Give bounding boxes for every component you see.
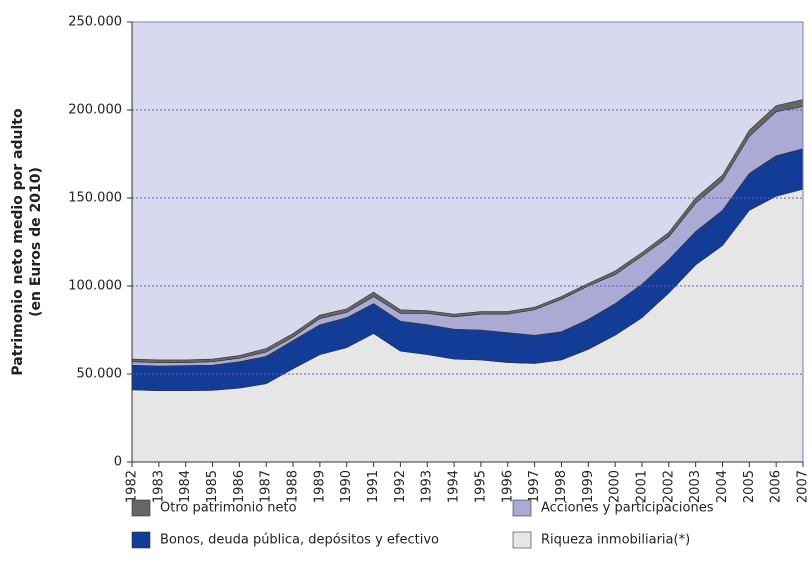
y-tick-label: 50.000 (77, 367, 123, 382)
y-axis-label: (en Euros de 2010) (28, 167, 44, 317)
legend-swatch (131, 499, 151, 517)
x-tick-label: 2001 (634, 470, 649, 503)
x-tick-label: 2002 (661, 470, 676, 503)
y-tick-label: 200.000 (68, 103, 122, 118)
x-tick-label: 1987 (259, 470, 274, 503)
x-tick-label: 1991 (366, 470, 381, 503)
x-tick-label: 1997 (527, 470, 542, 503)
x-tick-label: 1995 (473, 470, 488, 503)
x-tick-label: 1993 (420, 470, 435, 503)
x-tick-label: 1984 (178, 470, 193, 503)
x-tick-label: 2006 (769, 470, 784, 503)
x-tick-label: 1990 (339, 470, 354, 503)
x-tick-label: 1989 (312, 470, 327, 503)
x-tick-label: 1985 (205, 470, 220, 503)
y-tick-label: 100.000 (68, 279, 122, 294)
legend-label: Acciones y participaciones (541, 501, 714, 516)
legend-label: Otro patrimonio neto (160, 501, 297, 516)
x-tick-label: 1998 (554, 470, 569, 503)
x-tick-label: 2003 (688, 470, 703, 503)
y-tick-label: 250.000 (68, 15, 122, 30)
x-tick-label: 1999 (581, 470, 596, 503)
y-tick-label: 0 (114, 455, 122, 470)
x-tick-label: 1983 (151, 470, 166, 503)
legend-swatch (512, 499, 532, 517)
x-tick-label: 1996 (500, 470, 515, 503)
x-tick-label: 2007 (796, 470, 811, 503)
legend-swatch (512, 531, 532, 549)
x-tick-label: 1986 (232, 470, 247, 503)
legend-label: Riqueza inmobiliaria(*) (541, 533, 690, 548)
x-tick-label: 1994 (447, 470, 462, 503)
x-tick-label: 1988 (286, 470, 301, 503)
y-axis-label: Patrimonio neto medio por adulto (10, 108, 26, 376)
y-tick-label: 150.000 (68, 191, 122, 206)
legend-swatch (131, 531, 151, 549)
x-tick-label: 1982 (125, 470, 140, 503)
x-tick-label: 2005 (742, 470, 757, 503)
x-tick-label: 2004 (715, 470, 730, 503)
legend-label: Bonos, deuda pública, depósitos y efecti… (160, 533, 439, 548)
x-tick-label: 1992 (393, 470, 408, 503)
x-tick-label: 2000 (608, 470, 623, 503)
